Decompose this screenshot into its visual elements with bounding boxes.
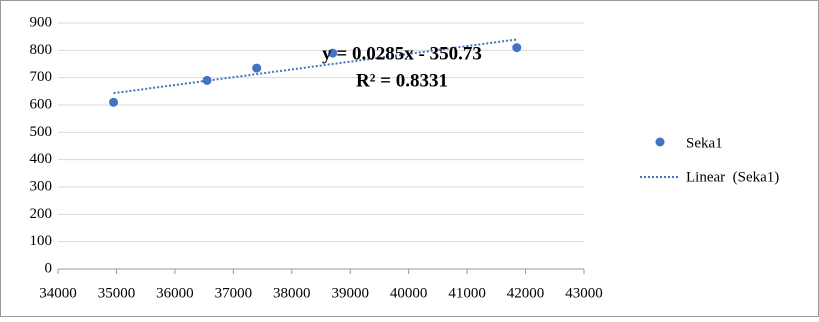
x-tick-label: 38000 — [273, 285, 311, 301]
x-tick-label: 39000 — [331, 285, 369, 301]
trend-r-squared: R² = 0.8331 — [356, 70, 448, 91]
y-tick-label: 700 — [30, 69, 53, 85]
x-tick-label: 41000 — [448, 285, 486, 301]
x-tick-label: 43000 — [565, 285, 603, 301]
x-tick-label: 42000 — [507, 285, 545, 301]
y-tick-label: 0 — [45, 260, 53, 276]
y-tick-label: 600 — [30, 96, 53, 112]
x-tick-label: 40000 — [390, 285, 428, 301]
point — [109, 97, 119, 107]
x-tick-label: 35000 — [98, 285, 136, 301]
y-tick-label: 200 — [30, 206, 53, 222]
legend-marker — [655, 137, 665, 147]
point — [252, 63, 262, 73]
y-tick-label: 500 — [30, 124, 53, 140]
legend-label: Linear (Seka1) — [686, 169, 779, 185]
y-tick-label: 100 — [30, 233, 53, 249]
point — [328, 48, 338, 58]
y-tick-label: 300 — [30, 178, 53, 194]
point — [512, 43, 522, 53]
x-tick-label: 37000 — [215, 285, 253, 301]
y-tick-label: 800 — [30, 42, 53, 58]
legend-label: Seka1 — [686, 135, 723, 151]
y-tick-label: 400 — [30, 151, 53, 167]
point — [202, 75, 212, 85]
x-tick-label: 36000 — [156, 285, 194, 301]
y-tick-label: 900 — [30, 14, 53, 30]
x-tick-label: 34000 — [39, 285, 77, 301]
trend-equation: y = 0.0285x - 350.73 — [322, 43, 482, 64]
